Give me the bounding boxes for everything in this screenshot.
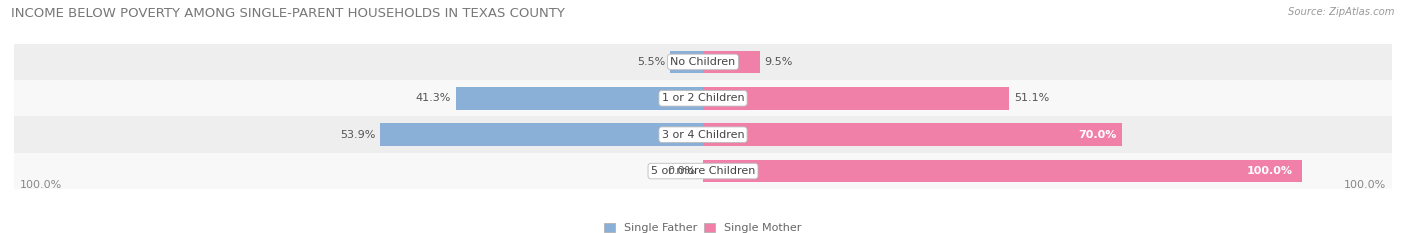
Text: 53.9%: 53.9%: [340, 130, 375, 140]
Legend: Single Father, Single Mother: Single Father, Single Mother: [605, 223, 801, 233]
Bar: [0, 44, 1406, 80]
Bar: [456, 87, 703, 110]
Text: 100.0%: 100.0%: [1344, 180, 1386, 190]
Text: 100.0%: 100.0%: [20, 180, 62, 190]
Bar: [0, 80, 1406, 116]
Bar: [703, 51, 759, 73]
Bar: [0, 153, 1406, 189]
Text: 41.3%: 41.3%: [415, 93, 451, 103]
Text: 0.0%: 0.0%: [668, 166, 696, 176]
Text: 70.0%: 70.0%: [1078, 130, 1116, 140]
Text: INCOME BELOW POVERTY AMONG SINGLE-PARENT HOUSEHOLDS IN TEXAS COUNTY: INCOME BELOW POVERTY AMONG SINGLE-PARENT…: [11, 7, 565, 20]
Text: 100.0%: 100.0%: [1247, 166, 1294, 176]
Bar: [703, 87, 1010, 110]
Text: No Children: No Children: [671, 57, 735, 67]
Text: 5.5%: 5.5%: [637, 57, 665, 67]
Text: 3 or 4 Children: 3 or 4 Children: [662, 130, 744, 140]
Bar: [0, 116, 1406, 153]
Text: 5 or more Children: 5 or more Children: [651, 166, 755, 176]
Text: 1 or 2 Children: 1 or 2 Children: [662, 93, 744, 103]
Bar: [703, 123, 1122, 146]
Bar: [380, 123, 703, 146]
Bar: [671, 51, 703, 73]
Text: Source: ZipAtlas.com: Source: ZipAtlas.com: [1288, 7, 1395, 17]
Text: 51.1%: 51.1%: [1014, 93, 1049, 103]
Bar: [703, 160, 1302, 182]
Text: 9.5%: 9.5%: [765, 57, 793, 67]
